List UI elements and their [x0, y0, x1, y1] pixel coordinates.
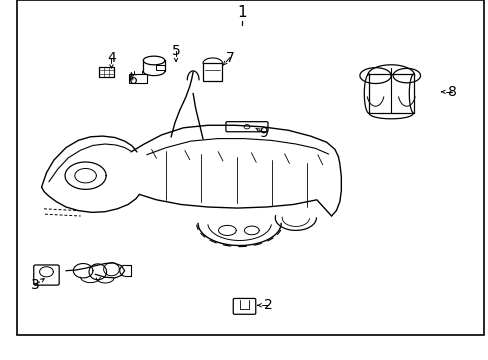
- Bar: [129, 74, 146, 83]
- Text: 7: 7: [225, 51, 234, 64]
- Text: 8: 8: [447, 85, 456, 99]
- Text: 6: 6: [128, 73, 137, 87]
- FancyBboxPatch shape: [34, 265, 59, 285]
- Bar: [156, 65, 165, 70]
- Text: 3: 3: [31, 278, 40, 292]
- Text: 9: 9: [259, 126, 268, 140]
- Text: 5: 5: [171, 44, 180, 58]
- Text: 4: 4: [107, 51, 116, 64]
- Bar: [99, 67, 114, 77]
- FancyBboxPatch shape: [233, 298, 255, 314]
- FancyBboxPatch shape: [225, 122, 267, 132]
- Text: 2: 2: [263, 298, 272, 312]
- Bar: [203, 63, 222, 81]
- Text: 1: 1: [237, 5, 246, 20]
